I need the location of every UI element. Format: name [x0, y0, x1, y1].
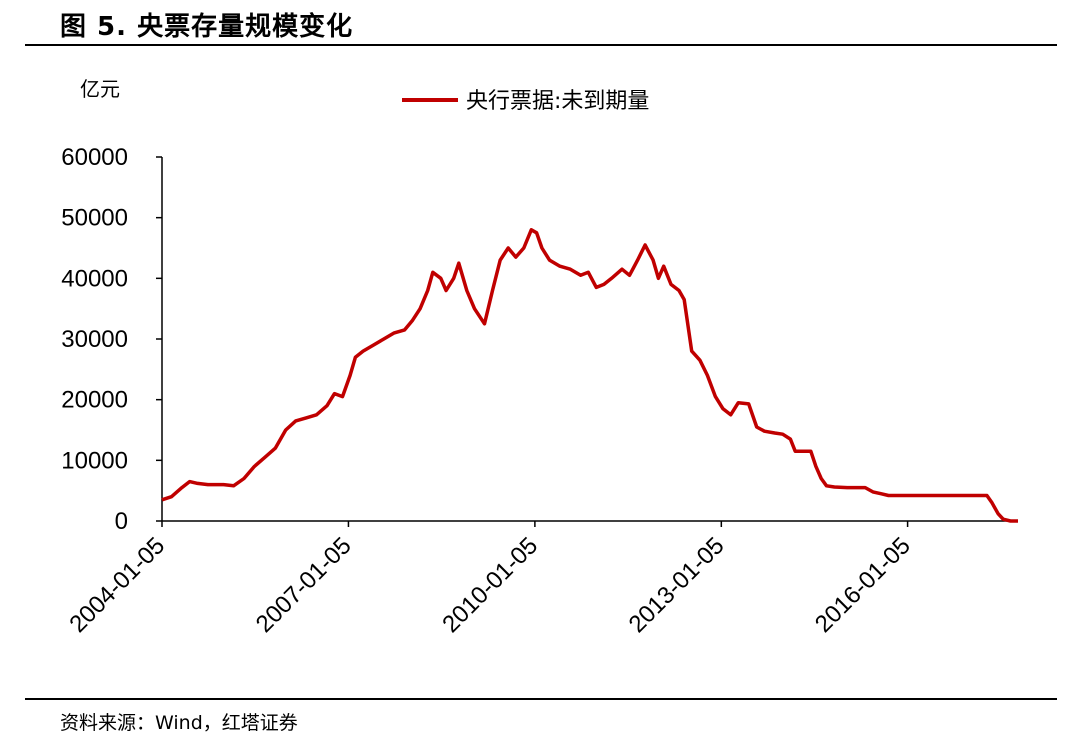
bottom-rule	[25, 698, 1057, 700]
y-tick-label: 10000	[61, 447, 128, 474]
legend: 央行票据:未到期量	[402, 89, 649, 114]
x-axis-ticks: 2004-01-05 2007-01-05 2010-01-05 2013-01-05…	[64, 521, 916, 638]
y-tick-label: 20000	[61, 387, 128, 414]
axes	[161, 157, 1018, 522]
y-tick-label: 30000	[61, 326, 128, 353]
y-tick-label: 40000	[61, 265, 128, 292]
source-note: 资料来源：Wind，红塔证券	[60, 712, 298, 734]
legend-label: 央行票据:未到期量	[466, 89, 649, 114]
y-tick-label: 50000	[61, 205, 128, 232]
y-tick-label: 0	[115, 508, 128, 535]
series-line	[161, 228, 1018, 523]
y-axis-ticks: 0 10000 20000 30000 40000 50000 60000	[61, 144, 162, 535]
top-rule	[25, 44, 1057, 46]
line-chart: 亿元 央行票据:未到期量 0 10000 20000 30000 40000 50000 6…	[61, 77, 1018, 638]
y-axis-unit: 亿元	[80, 77, 120, 101]
x-tick-label: 2010-01-05	[437, 532, 543, 638]
y-tick-label: 60000	[61, 144, 128, 171]
x-tick-label: 2004-01-05	[64, 532, 170, 638]
x-tick-label: 2007-01-05	[251, 532, 357, 638]
x-tick-label: 2016-01-05	[810, 532, 916, 638]
x-tick-label: 2013-01-05	[624, 532, 730, 638]
figure-title: 图 5. 央票存量规模变化	[60, 12, 354, 42]
